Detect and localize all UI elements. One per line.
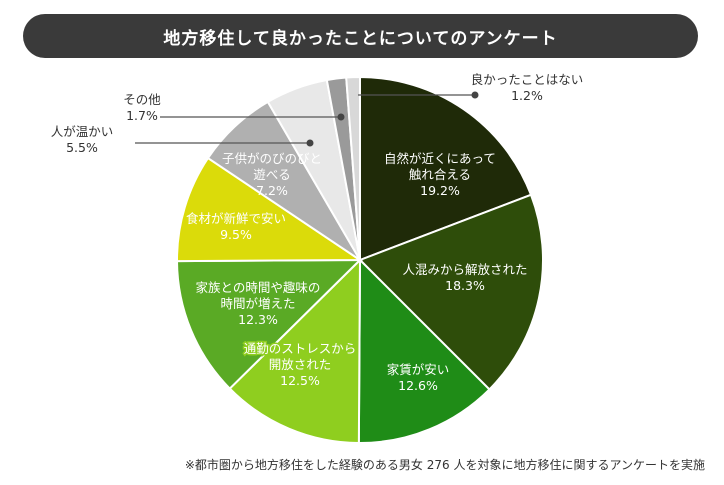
slice-label: 人混みから解放された 18.3% xyxy=(402,262,527,293)
pie-slice xyxy=(228,257,362,445)
slice-category: 遊べる xyxy=(253,167,291,182)
slice-category: その他 xyxy=(123,92,161,107)
slice-label: 家族との時間や趣味の時間が増えた 12.3% xyxy=(196,280,321,327)
pie-slice xyxy=(358,193,544,391)
slice-value: 1.2% xyxy=(511,88,543,103)
slice-label: 良かったことはない 1.2% xyxy=(471,72,584,103)
slice-category: 食材が新鮮で安い xyxy=(186,211,286,226)
slice-value: 12.6% xyxy=(398,378,438,393)
pie-slice xyxy=(345,75,361,261)
leader-dot xyxy=(306,139,314,147)
slice-value: 19.2% xyxy=(420,183,460,198)
slice-value: 5.5% xyxy=(66,140,98,155)
slice-value: 7.2% xyxy=(256,183,288,198)
slice-value: 12.3% xyxy=(238,312,278,327)
slice-category: 子供がのびのびと xyxy=(222,151,322,166)
slice-label: 通勤のストレスから開放された 12.5% xyxy=(244,341,357,388)
survey-footnote: ※都市圏から地方移住をした経験のある男女 276 人を対象に地方移住に関するアン… xyxy=(184,458,705,472)
slice-category: 良かったことはない xyxy=(471,72,584,87)
slice-label: 食材が新鮮で安い 9.5% xyxy=(186,211,286,242)
slice-category: 触れ合える xyxy=(409,167,471,182)
slice-category: 時間が増えた xyxy=(220,296,295,311)
slice-value: 18.3% xyxy=(445,278,485,293)
slice-value: 9.5% xyxy=(220,227,252,242)
leader-dot xyxy=(471,91,479,99)
slice-category: 人が温かい xyxy=(51,124,114,139)
slice-category: 自然が近くにあって xyxy=(384,151,496,166)
leader-dot xyxy=(337,113,345,121)
slice-label: 家賃が安い 12.6% xyxy=(387,362,450,393)
slice-category: 家賃が安い xyxy=(387,362,450,377)
slice-label: 自然が近くにあって触れ合える 19.2% xyxy=(384,151,496,198)
pie-slice xyxy=(357,257,491,444)
pie-slice xyxy=(176,156,364,263)
slice-category: 通勤のストレスから xyxy=(244,341,357,356)
slice-category: 開放された xyxy=(269,357,332,372)
chart-title-bar: 地方移住して良かったことについてのアンケート xyxy=(23,14,698,58)
slice-value: 1.7% xyxy=(126,108,158,123)
slice-category: 家族との時間や趣味の xyxy=(196,280,321,295)
pie-slice xyxy=(359,75,533,262)
pie-slice xyxy=(175,258,363,390)
slice-category: 人混みから解放された xyxy=(402,262,527,277)
slice-label: 人が温かい 5.5% xyxy=(51,124,114,155)
slice-value: 12.5% xyxy=(280,373,320,388)
chart-title: 地方移住して良かったことについてのアンケート xyxy=(163,28,558,49)
slice-label: 子供がのびのびと遊べる 7.2% xyxy=(222,151,322,198)
slice-label: その他 1.7% xyxy=(123,92,161,123)
